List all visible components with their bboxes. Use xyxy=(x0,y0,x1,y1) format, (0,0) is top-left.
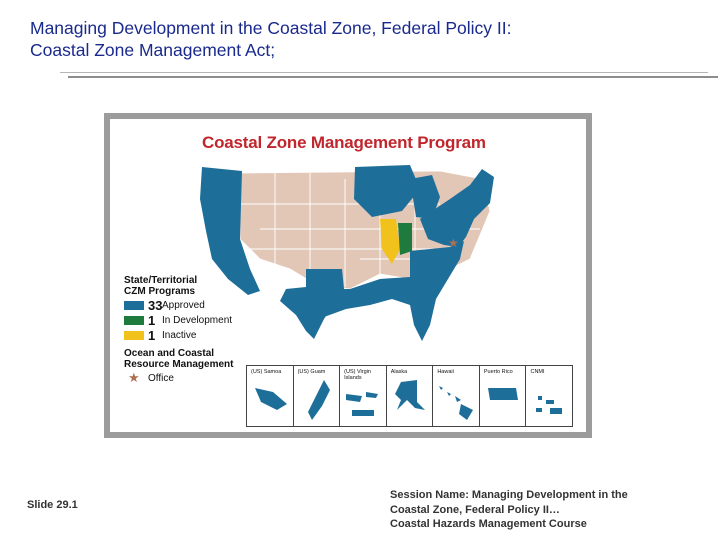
indiana-development xyxy=(398,223,412,255)
session-line3: Coastal Hazards Management Course xyxy=(390,518,587,530)
inset-label: (US) Virgin Islands xyxy=(344,369,371,381)
legend-swatch-approved xyxy=(124,300,144,310)
legend-count-inactive: 1 xyxy=(148,327,156,343)
illinois-inactive xyxy=(380,219,400,264)
inset-samoa: (US) Samoa xyxy=(247,366,294,426)
inset-label: Alaska xyxy=(390,369,408,375)
legend-swatch-development xyxy=(124,315,144,325)
virgin-islands-shape xyxy=(346,392,379,416)
office-star-icon: ★ xyxy=(448,236,459,250)
inset-guam: (US) Guam xyxy=(294,366,341,426)
alaska-shape xyxy=(394,380,425,410)
legend-swatch-inactive xyxy=(124,330,144,340)
legend-label-inactive: Inactive xyxy=(162,329,197,341)
legend-item-approved: 33 Approved xyxy=(124,297,254,313)
texas xyxy=(280,269,344,339)
session-info: Session Name: Managing Development in th… xyxy=(390,488,690,532)
czm-map-figure: ★ Coastal Zone Management Program State/… xyxy=(104,113,592,438)
map-title: Coastal Zone Management Program xyxy=(202,133,486,152)
inset-label: (US) Samoa xyxy=(251,369,282,375)
us-map: ★ xyxy=(200,165,494,341)
title-rule-bottom xyxy=(68,76,718,78)
hawaii-shape xyxy=(439,386,474,420)
inset-virgin-islands: (US) Virgin Islands xyxy=(340,366,387,426)
inset-label: Puerto Rico xyxy=(483,369,513,375)
michigan xyxy=(410,175,440,219)
legend-label-approved: Approved xyxy=(162,299,205,311)
west-coast-states xyxy=(200,167,260,295)
session-line2: Coastal Zone, Federal Policy II… xyxy=(390,503,560,516)
territory-insets: (US) Samoa (US) Guam (US) Virgin Islands… xyxy=(246,365,573,427)
puerto-rico-shape xyxy=(487,388,518,400)
east-gulf-states xyxy=(306,241,464,341)
slide-number: Slide 29.1 xyxy=(27,499,78,511)
map-panel: ★ Coastal Zone Management Program State/… xyxy=(110,119,586,432)
map-legend: State/Territorial CZM Programs 33 Approv… xyxy=(124,275,254,385)
inset-label: Hawaii xyxy=(437,369,454,375)
legend-ocean-line2: Resource Management xyxy=(124,359,234,370)
star-icon: ★ xyxy=(128,370,140,385)
legend-item-inactive: 1 Inactive xyxy=(124,327,254,343)
legend-ocean-line1: Ocean and Coastal xyxy=(124,348,215,359)
inset-label: (US) Guam xyxy=(297,369,326,375)
legend-header-line2: CZM Programs xyxy=(124,286,196,297)
slide-title-line1: Managing Development in the Coastal Zone… xyxy=(30,18,512,38)
samoa-shape xyxy=(255,388,287,410)
inset-label: CNMI xyxy=(530,369,545,375)
cnmi-shape xyxy=(536,396,563,414)
inset-puerto-rico: Puerto Rico xyxy=(480,366,527,426)
legend-label-development: In Development xyxy=(162,314,233,326)
slide-title-line2: Coastal Zone Management Act; xyxy=(30,40,276,60)
northeast-states xyxy=(420,169,494,247)
great-lakes-states xyxy=(354,165,420,217)
legend-item-office: ★ Office xyxy=(124,370,254,385)
session-line1: Session Name: Managing Development in th… xyxy=(390,489,628,501)
title-rule-top xyxy=(60,72,708,73)
guam-shape xyxy=(307,380,330,420)
slide-title: Managing Development in the Coastal Zone… xyxy=(30,17,690,61)
inset-hawaii: Hawaii xyxy=(433,366,480,426)
legend-item-development: 1 In Development xyxy=(124,312,254,328)
legend-header-line1: State/Territorial xyxy=(124,275,198,286)
inset-cnmi: CNMI xyxy=(526,366,572,426)
inset-alaska: Alaska xyxy=(387,366,434,426)
legend-count-development: 1 xyxy=(148,312,156,328)
legend-count-approved: 33 xyxy=(148,297,163,313)
legend-label-office: Office xyxy=(148,372,174,384)
